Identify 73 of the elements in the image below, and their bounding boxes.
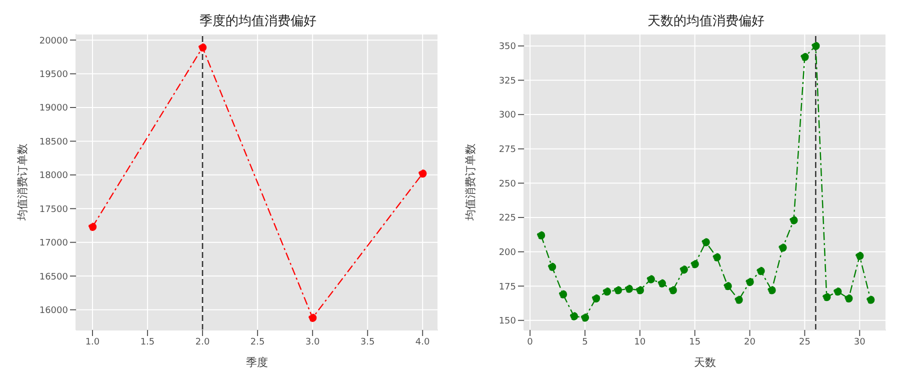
x-tick-label: 20 bbox=[744, 337, 756, 348]
x-tick-label: 3.0 bbox=[305, 337, 320, 348]
y-tick-label: 150 bbox=[498, 316, 516, 327]
x-tick-label: 2.0 bbox=[195, 337, 210, 348]
point bbox=[548, 262, 556, 271]
point bbox=[822, 292, 831, 302]
y-tick-label: 300 bbox=[498, 110, 516, 121]
x-tick-label: 0 bbox=[527, 337, 534, 348]
y-tick-label: 175 bbox=[498, 282, 516, 292]
point bbox=[558, 290, 568, 298]
point bbox=[790, 216, 798, 224]
point bbox=[844, 294, 853, 303]
point bbox=[592, 294, 600, 303]
y-tick-label: 16500 bbox=[39, 272, 68, 282]
point bbox=[536, 231, 546, 240]
point bbox=[308, 314, 317, 322]
y-tick-label: 200 bbox=[498, 248, 516, 258]
x-tick-label: 10 bbox=[634, 337, 646, 348]
point bbox=[746, 278, 754, 286]
y-tick-label: 17000 bbox=[39, 238, 68, 249]
point bbox=[756, 266, 765, 276]
point bbox=[570, 312, 578, 320]
point bbox=[418, 169, 427, 178]
x-tick-label: 15 bbox=[689, 337, 701, 348]
point bbox=[724, 282, 732, 290]
point bbox=[812, 42, 820, 50]
y-tick-label: 275 bbox=[498, 145, 516, 156]
point bbox=[624, 284, 634, 293]
x-tick-label: 25 bbox=[798, 337, 810, 348]
x-axis-title: 天数 bbox=[694, 356, 716, 369]
y-tick-label: 250 bbox=[498, 179, 516, 190]
point bbox=[198, 43, 207, 52]
y-tick-label: 19000 bbox=[39, 104, 68, 114]
point bbox=[768, 286, 776, 294]
point bbox=[668, 286, 677, 294]
point bbox=[712, 253, 721, 262]
point bbox=[636, 286, 644, 294]
y-tick-label: 325 bbox=[498, 76, 516, 86]
y-tick-label: 350 bbox=[498, 42, 516, 52]
x-tick-label: 1.5 bbox=[140, 337, 155, 348]
point bbox=[646, 275, 655, 284]
x-tick-label: 5 bbox=[582, 337, 588, 348]
x-tick-label: 4.0 bbox=[415, 337, 430, 348]
x-tick-label: 3.5 bbox=[360, 337, 375, 348]
y-tick-label: 18500 bbox=[39, 137, 68, 148]
y-axis-title: 均值消费订单数 bbox=[16, 144, 29, 222]
y-tick-label: 17500 bbox=[39, 204, 68, 215]
point bbox=[690, 260, 699, 268]
y-tick-label: 20000 bbox=[39, 36, 68, 46]
point bbox=[800, 52, 809, 62]
y-axis-title: 均值消费订单数 bbox=[464, 144, 477, 222]
y-tick-label: 16000 bbox=[39, 306, 68, 316]
y-tick-label: 18000 bbox=[39, 171, 68, 182]
point bbox=[734, 296, 743, 304]
point bbox=[88, 222, 97, 231]
point bbox=[856, 252, 864, 260]
point bbox=[702, 238, 710, 246]
point bbox=[580, 314, 590, 322]
point bbox=[834, 287, 842, 296]
x-tick-label: 30 bbox=[854, 337, 866, 348]
x-tick-label: 2.5 bbox=[250, 337, 265, 348]
point bbox=[614, 286, 622, 294]
x-axis-title: 季度 bbox=[246, 356, 268, 369]
point bbox=[866, 296, 875, 304]
point bbox=[778, 244, 787, 252]
point bbox=[658, 279, 666, 288]
chart-title: 天数的均值消费偏好 bbox=[646, 13, 766, 30]
y-tick-label: 225 bbox=[498, 214, 516, 224]
y-tick-label: 19500 bbox=[39, 70, 68, 80]
point bbox=[680, 266, 688, 274]
point bbox=[602, 287, 612, 296]
x-tick-label: 1.0 bbox=[85, 337, 100, 348]
chart-title: 季度的均值消费偏好 bbox=[198, 13, 318, 30]
